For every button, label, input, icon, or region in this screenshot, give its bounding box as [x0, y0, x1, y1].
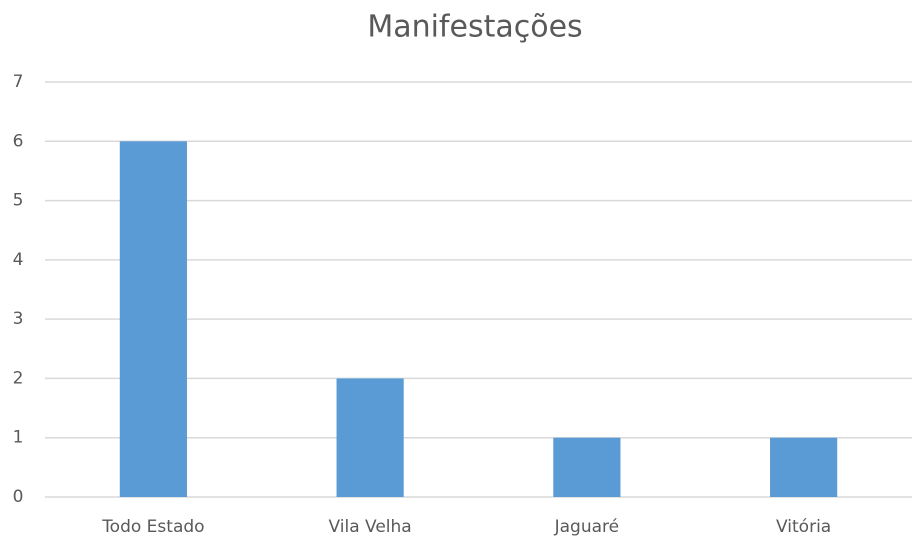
x-tick-label: Vitória [776, 517, 831, 537]
bar [553, 437, 621, 497]
y-tick-label: 5 [13, 191, 24, 211]
y-tick-label: 7 [13, 72, 24, 92]
y-tick-label: 4 [13, 250, 24, 270]
x-tick-label: Jaguaré [554, 517, 620, 537]
bar [336, 378, 404, 497]
y-tick-label: 1 [13, 428, 24, 448]
x-tick-label: Todo Estado [101, 517, 204, 537]
bar [119, 141, 187, 498]
y-tick-label: 6 [13, 131, 24, 151]
x-tick-label: Vila Velha [329, 517, 412, 537]
chart-title: Manifestações [367, 10, 582, 45]
y-tick-label: 0 [13, 487, 24, 507]
bar [770, 437, 838, 497]
y-tick-label: 3 [13, 309, 24, 329]
y-tick-label: 2 [13, 368, 24, 388]
